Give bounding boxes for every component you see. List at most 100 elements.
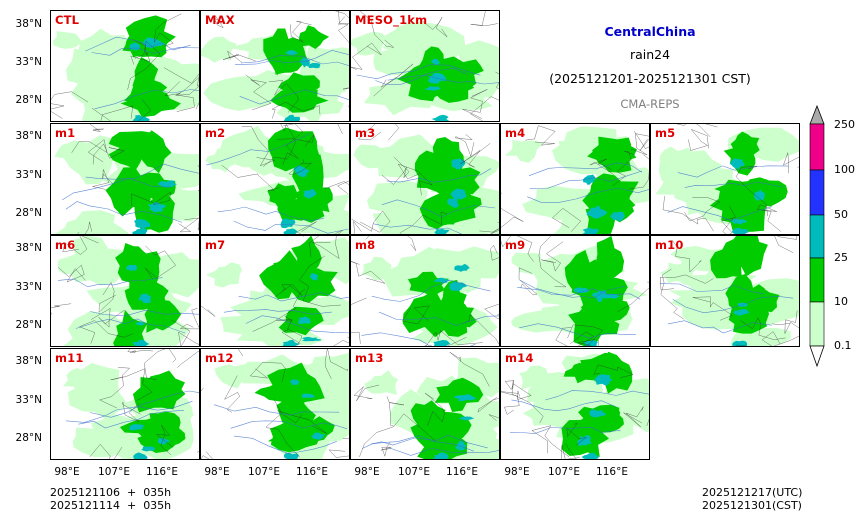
province-boundary [324, 349, 348, 380]
map-canvas [201, 236, 349, 346]
province-boundary [211, 14, 224, 29]
colorbar-label: 250 [834, 118, 855, 131]
panel-label: m13 [355, 351, 384, 365]
province-boundary [201, 305, 216, 317]
region-title: CentralChina [604, 24, 696, 39]
heavy-rain-area [610, 211, 626, 222]
light-rain-area [54, 210, 130, 234]
heavy-rain-area [132, 115, 150, 121]
moderate-rain-area [580, 352, 618, 380]
province-boundary [365, 236, 417, 251]
colorbar-extend-low [809, 345, 825, 368]
footer-init: 2025121106 + 035h 2025121114 + 035h [50, 486, 171, 512]
province-boundary [286, 328, 303, 346]
river-line [245, 315, 349, 334]
map-canvas [351, 236, 499, 346]
colorbar-bin-250 [809, 123, 825, 171]
province-boundary [424, 336, 467, 346]
moderate-rain-area [434, 377, 484, 412]
province-boundary [774, 236, 797, 253]
province-boundary [735, 165, 768, 217]
colorbar-label: 100 [834, 163, 855, 176]
province-boundary [89, 124, 104, 132]
colorbar-label: 10 [834, 295, 848, 308]
province-boundary [78, 320, 133, 344]
province-boundary [504, 380, 544, 424]
river-line [240, 55, 349, 66]
province-boundary [271, 101, 321, 119]
map-canvas [501, 125, 649, 234]
lon-label: 107°E [548, 466, 580, 478]
province-boundary [455, 134, 475, 157]
heavy-rain-area [450, 188, 468, 200]
province-boundary [662, 196, 714, 232]
river-line [65, 400, 193, 423]
province-boundary [262, 138, 296, 168]
light-rain-area [214, 364, 249, 389]
period-title: (2025121201-2025121301 CST) [549, 71, 751, 86]
lon-label: 107°E [398, 466, 430, 478]
moderate-rain-area [124, 79, 168, 107]
province-boundary [397, 163, 433, 196]
colorbar-bin-50 [809, 214, 825, 259]
moderate-rain-area [744, 177, 788, 207]
province-boundary [84, 221, 93, 234]
province-boundary [479, 222, 499, 234]
province-boundary [688, 129, 709, 151]
river-line [667, 320, 772, 334]
light-rain-area [519, 365, 557, 390]
heavy-rain-area [731, 227, 749, 234]
moderate-rain-area [267, 183, 298, 212]
province-boundary [224, 375, 240, 413]
panel-label: m12 [205, 351, 234, 365]
lat-label: 28°N [15, 94, 42, 106]
province-boundary [676, 124, 711, 138]
river-line [233, 435, 337, 454]
heavy-rain-area [283, 228, 298, 234]
province-boundary [143, 349, 177, 381]
province-boundary [555, 327, 596, 346]
province-boundary [399, 211, 448, 234]
heavy-rain-area [581, 452, 600, 459]
heavy-rain-area [125, 264, 137, 272]
map-canvas [501, 351, 649, 459]
panel-label: m10 [655, 238, 684, 252]
province-boundary [630, 133, 649, 156]
province-boundary [351, 261, 386, 284]
map-canvas [62, 349, 199, 459]
river-line [387, 74, 499, 85]
province-boundary [351, 297, 367, 344]
panel-label: m7 [205, 238, 226, 252]
map-panel-m8: m8 [350, 235, 500, 347]
province-boundary [127, 349, 153, 353]
province-boundary [223, 50, 256, 63]
heavy-rain-area [736, 308, 751, 316]
province-boundary [561, 443, 580, 459]
province-boundary [252, 289, 306, 332]
colorbar-bin-10 [809, 301, 825, 347]
province-boundary [99, 367, 131, 409]
river-line [361, 332, 476, 346]
river-line [230, 420, 348, 430]
heavy-rain-area [148, 202, 166, 213]
river-line [361, 435, 475, 452]
map-canvas [201, 11, 349, 121]
province-boundary [721, 205, 737, 234]
heavy-rain-area [431, 58, 441, 66]
province-boundary [757, 204, 782, 232]
province-boundary [477, 397, 499, 413]
river-line [378, 311, 499, 326]
map-panel-m11: m11 [50, 348, 200, 460]
province-boundary [51, 91, 89, 119]
panel-label: m2 [205, 126, 226, 140]
moderate-rain-area [580, 292, 630, 322]
heavy-rain-area [433, 340, 451, 346]
moderate-rain-area [108, 138, 150, 170]
heavy-rain-area [157, 438, 170, 445]
river-line [65, 201, 183, 223]
province-boundary [490, 244, 499, 261]
river-line [238, 292, 349, 302]
light-rain-area [382, 21, 449, 55]
river-line [234, 49, 349, 65]
province-boundary [381, 441, 392, 458]
